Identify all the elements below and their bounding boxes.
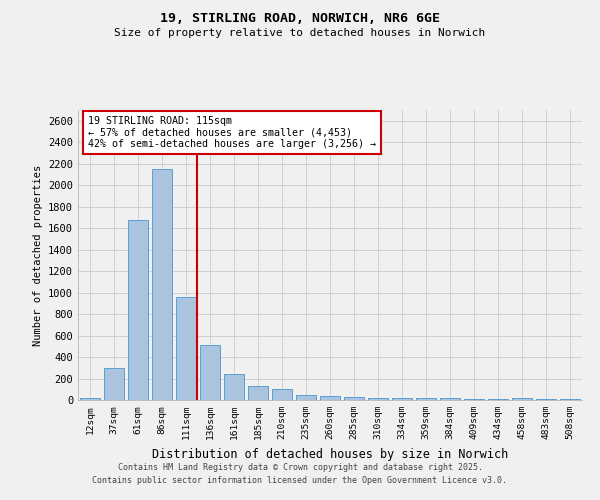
Bar bbox=[104, 368, 124, 400]
Bar bbox=[152, 169, 172, 400]
Bar bbox=[320, 396, 340, 400]
Bar bbox=[416, 398, 436, 400]
Bar bbox=[344, 398, 364, 400]
Bar bbox=[512, 398, 532, 400]
Bar bbox=[176, 297, 196, 400]
Bar bbox=[392, 398, 412, 400]
Y-axis label: Number of detached properties: Number of detached properties bbox=[32, 164, 43, 346]
Bar bbox=[80, 398, 100, 400]
Text: Contains public sector information licensed under the Open Government Licence v3: Contains public sector information licen… bbox=[92, 476, 508, 485]
Text: Contains HM Land Registry data © Crown copyright and database right 2025.: Contains HM Land Registry data © Crown c… bbox=[118, 464, 482, 472]
Bar bbox=[464, 399, 484, 400]
Bar bbox=[440, 398, 460, 400]
Bar bbox=[248, 386, 268, 400]
Bar bbox=[200, 345, 220, 400]
Bar bbox=[296, 395, 316, 400]
Text: 19, STIRLING ROAD, NORWICH, NR6 6GE: 19, STIRLING ROAD, NORWICH, NR6 6GE bbox=[160, 12, 440, 26]
Bar bbox=[272, 388, 292, 400]
Text: 19 STIRLING ROAD: 115sqm
← 57% of detached houses are smaller (4,453)
42% of sem: 19 STIRLING ROAD: 115sqm ← 57% of detach… bbox=[88, 116, 376, 149]
Text: Size of property relative to detached houses in Norwich: Size of property relative to detached ho… bbox=[115, 28, 485, 38]
Bar bbox=[128, 220, 148, 400]
X-axis label: Distribution of detached houses by size in Norwich: Distribution of detached houses by size … bbox=[152, 448, 508, 460]
Bar bbox=[536, 399, 556, 400]
Bar bbox=[224, 374, 244, 400]
Bar bbox=[368, 398, 388, 400]
